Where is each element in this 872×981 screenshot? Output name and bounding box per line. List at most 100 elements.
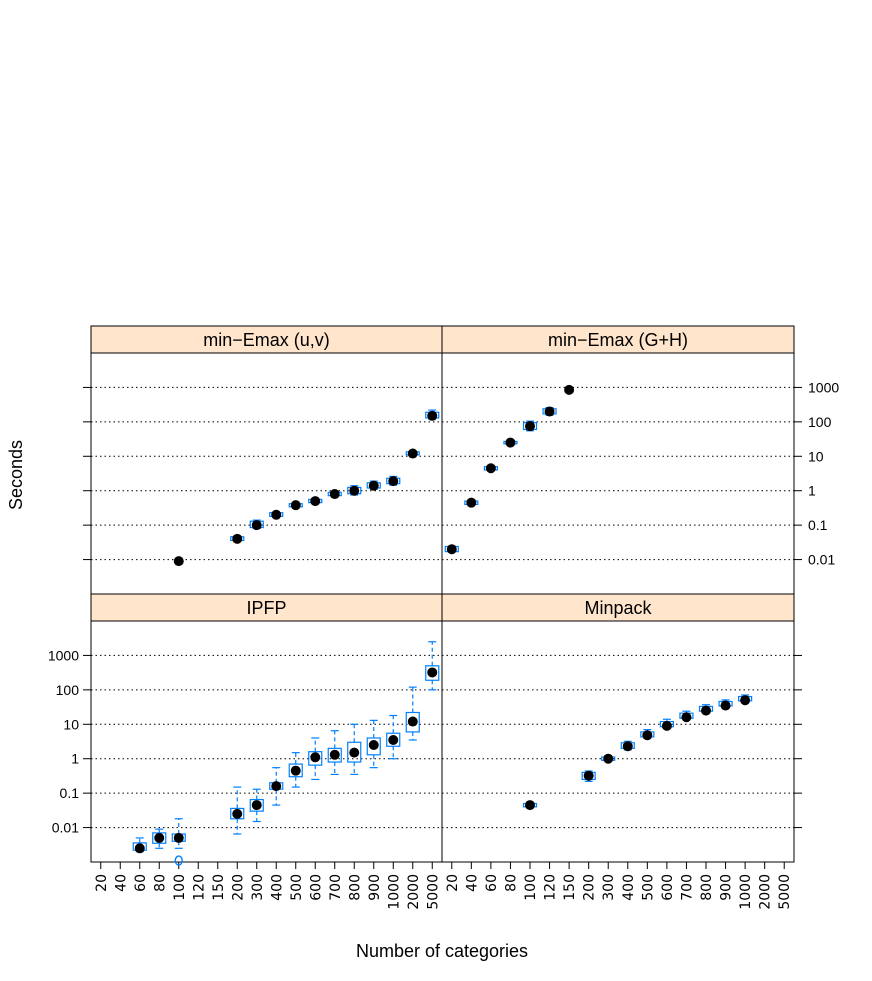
x-tick-label: 100 xyxy=(523,874,539,901)
x-tick-label: 120 xyxy=(191,874,207,901)
box-ipfp xyxy=(288,763,303,778)
x-tick-label: 40 xyxy=(113,874,129,892)
median-dot-minpack xyxy=(661,720,672,731)
median-dot-min-emax-u-v xyxy=(310,496,321,507)
median-dot-minpack xyxy=(583,770,594,781)
y-tick-label: 0.1 xyxy=(808,517,828,533)
median-dot-ipfp xyxy=(134,843,145,854)
median-dot-min-emax-u-v xyxy=(173,556,184,567)
median-dot-min-emax-u-v xyxy=(349,485,360,496)
x-tick-label: 80 xyxy=(503,874,519,892)
x-tick-label: 60 xyxy=(484,874,500,892)
box-ipfp xyxy=(347,741,362,763)
x-tick-label: 800 xyxy=(699,874,715,901)
median-dot-ipfp xyxy=(427,667,438,678)
panel-strip-min-emax-g-h xyxy=(441,325,795,354)
x-tick-label: 20 xyxy=(94,874,110,892)
median-dot-minpack xyxy=(622,741,633,752)
median-dot-min-emax-u-v xyxy=(368,480,379,491)
median-dot-ipfp xyxy=(407,716,418,727)
x-tick-label: 200 xyxy=(582,874,598,901)
median-dot-minpack xyxy=(681,712,692,723)
median-dot-ipfp xyxy=(388,734,399,745)
x-tick-label: 900 xyxy=(367,874,383,901)
x-tick-label: 5000 xyxy=(425,874,441,910)
x-tick-label: 200 xyxy=(230,874,246,901)
median-dot-min-emax-u-v xyxy=(329,489,340,500)
box-ipfp xyxy=(366,737,381,756)
median-dot-minpack xyxy=(642,730,653,741)
x-tick-label: 40 xyxy=(464,874,480,892)
box-ipfp xyxy=(405,711,420,733)
x-tick-label: 150 xyxy=(211,874,227,901)
y-tick-label: 1 xyxy=(808,483,816,499)
x-tick-label: 500 xyxy=(640,874,656,901)
x-tick-label: 700 xyxy=(679,874,695,901)
box-ipfp xyxy=(249,798,264,812)
x-tick-label: 600 xyxy=(660,874,676,901)
x-tick-label: 1000 xyxy=(738,874,754,910)
y-tick-label: 1 xyxy=(71,751,79,767)
median-dot-min-emax-g-h xyxy=(525,421,535,432)
median-dot-min-emax-u-v xyxy=(251,520,262,531)
median-dot-min-emax-u-v xyxy=(290,500,301,511)
outlier-ipfp xyxy=(174,855,183,866)
median-dot-min-emax-g-h xyxy=(564,384,575,395)
x-tick-label: 500 xyxy=(289,874,305,901)
x-tick-label: 300 xyxy=(601,874,617,901)
x-tick-label: 150 xyxy=(562,874,578,901)
median-dot-minpack xyxy=(720,700,731,711)
median-dot-ipfp xyxy=(173,832,184,843)
y-tick-label: 1000 xyxy=(808,379,839,395)
x-tick-label: 80 xyxy=(152,874,168,892)
box-ipfp xyxy=(386,732,401,747)
median-dot-ipfp xyxy=(232,808,243,819)
median-dot-min-emax-g-h xyxy=(544,406,555,417)
median-dot-ipfp xyxy=(271,781,282,792)
median-dot-min-emax-g-h xyxy=(446,544,457,555)
x-tick-label: 400 xyxy=(269,874,285,901)
median-dot-minpack xyxy=(740,695,751,706)
box-ipfp xyxy=(327,747,342,763)
median-dot-ipfp xyxy=(251,800,262,811)
box-ipfp xyxy=(425,665,440,681)
x-tick-label: 800 xyxy=(347,874,363,901)
median-dot-min-emax-u-v xyxy=(271,509,282,520)
panel-title-min-emax-u-v: min−Emax (u,v) xyxy=(203,330,330,350)
y-tick-label: 0.1 xyxy=(60,785,80,801)
x-tick-label: 2000 xyxy=(406,874,422,910)
median-dot-min-emax-u-v xyxy=(388,476,399,487)
median-dot-min-emax-u-v xyxy=(232,533,243,544)
median-dot-ipfp xyxy=(154,832,165,843)
y-tick-label: 1000 xyxy=(48,647,79,663)
x-tick-label: 5000 xyxy=(777,874,793,910)
median-dot-ipfp xyxy=(349,747,360,758)
panel-strip-min-emax-u-v xyxy=(90,325,443,354)
median-dot-min-emax-g-h xyxy=(466,497,477,508)
x-tick-label: 900 xyxy=(719,874,735,901)
box-ipfp xyxy=(308,751,323,766)
x-tick-label: 100 xyxy=(172,874,188,901)
panel-frame-min-emax-u-v xyxy=(90,352,443,595)
x-tick-label: 400 xyxy=(621,874,637,901)
y-tick-label: 10 xyxy=(808,448,824,464)
median-dot-min-emax-u-v xyxy=(407,448,418,459)
x-tick-label: 600 xyxy=(308,874,324,901)
median-dot-ipfp xyxy=(368,740,379,751)
x-tick-label: 2000 xyxy=(758,874,774,910)
x-tick-label: 60 xyxy=(133,874,149,892)
x-tick-label: 1000 xyxy=(386,874,402,910)
y-tick-label: 100 xyxy=(56,682,80,698)
y-tick-label: 0.01 xyxy=(52,820,79,836)
y-tick-label: 100 xyxy=(808,414,832,430)
panel-title-ipfp: IPFP xyxy=(246,598,286,618)
y-axis-label: Seconds xyxy=(6,440,26,510)
x-tick-label: 20 xyxy=(445,874,461,892)
median-dot-minpack xyxy=(701,705,711,716)
median-dot-minpack xyxy=(525,800,535,811)
median-dot-min-emax-g-h xyxy=(505,437,516,448)
x-tick-label: 300 xyxy=(250,874,266,901)
panel-title-minpack: Minpack xyxy=(584,598,652,618)
median-dot-ipfp xyxy=(329,749,340,760)
